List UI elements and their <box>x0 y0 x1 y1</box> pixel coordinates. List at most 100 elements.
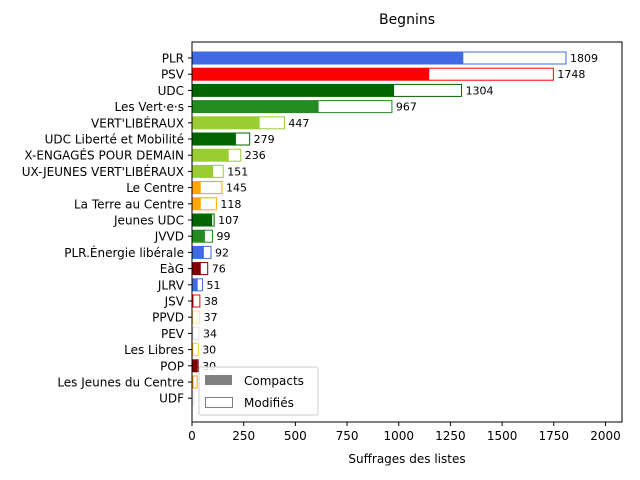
bar-modifies <box>191 391 195 405</box>
y-tick-label: POP <box>160 359 184 373</box>
bar-modifies <box>211 213 215 227</box>
bar-compacts <box>192 116 260 130</box>
bar-modifies <box>234 132 251 146</box>
bar-compacts <box>192 51 463 65</box>
y-tick-label: PLR <box>162 52 184 66</box>
bar-compacts <box>192 67 429 81</box>
y-tick-label: VERT'LIBÉRAUX <box>91 115 184 130</box>
y-tick-label: Les Vert·e·s <box>115 100 185 114</box>
x-axis-label: Suffrages des listes <box>348 452 465 466</box>
y-tick-label: X-ENGAGÉS POUR DEMAIN <box>24 148 184 163</box>
bar-compacts <box>192 164 213 178</box>
y-tick-label: PSV <box>161 68 185 82</box>
legend-swatch-modifies <box>205 397 233 408</box>
value-label: 38 <box>204 295 218 308</box>
value-label: 99 <box>216 230 230 243</box>
value-label: 1304 <box>466 84 494 97</box>
bar-modifies <box>199 262 209 276</box>
bar-modifies <box>202 245 212 259</box>
y-tick-label: Le Centre <box>126 181 184 195</box>
bar-compacts <box>192 229 205 243</box>
bar-compacts <box>192 148 229 162</box>
bar-compacts <box>192 310 194 324</box>
legend: Compacts Modifiés <box>198 366 319 416</box>
value-label: 51 <box>207 279 221 292</box>
legend-label-compacts: Compacts <box>244 374 304 388</box>
bar-modifies <box>393 83 463 97</box>
x-tick-label: 250 <box>232 429 255 443</box>
bar-compacts <box>192 100 319 114</box>
bars-group <box>191 51 567 405</box>
bar-compacts <box>192 278 198 292</box>
bar-modifies <box>462 51 567 65</box>
y-tick-label: UDF <box>159 392 184 406</box>
y-tick-label: Les Jeunes du Centre <box>57 376 184 390</box>
x-tick-label: 1750 <box>539 429 570 443</box>
bar-modifies <box>227 148 242 162</box>
value-label: 1809 <box>570 52 598 65</box>
y-tick-label: JVVD <box>154 230 184 244</box>
x-tick-label: 1250 <box>435 429 466 443</box>
value-label: 236 <box>245 149 266 162</box>
value-label: 447 <box>288 117 309 130</box>
bar-modifies <box>196 278 204 292</box>
value-label: 76 <box>212 263 226 276</box>
bar-compacts <box>192 294 194 308</box>
chart-title: Begnins <box>379 12 435 28</box>
value-label: 145 <box>226 182 247 195</box>
bar-compacts <box>192 213 212 227</box>
bar-modifies <box>196 359 199 373</box>
y-tick-label: UDC Liberté et Mobilité <box>45 133 184 147</box>
bar-compacts <box>192 343 194 357</box>
bar-compacts <box>192 245 204 259</box>
bar-modifies <box>317 100 393 114</box>
bar-modifies <box>212 164 224 178</box>
bar-compacts <box>192 132 236 146</box>
bar-compacts <box>192 375 194 389</box>
x-tick-label: 750 <box>336 429 359 443</box>
bar-compacts <box>192 197 201 211</box>
value-label: 151 <box>227 165 248 178</box>
y-tick-label: JLRV <box>157 278 185 292</box>
bar-modifies <box>192 326 200 340</box>
bar-modifies <box>428 67 554 81</box>
x-tick-label: 2000 <box>590 429 621 443</box>
value-label: 118 <box>220 198 241 211</box>
bar-compacts <box>192 326 194 340</box>
bar-compacts <box>192 359 198 373</box>
x-tick-label: 0 <box>188 429 196 443</box>
bar-modifies <box>199 197 217 211</box>
x-tick-label: 1000 <box>383 429 414 443</box>
x-tick-label: 1500 <box>487 429 518 443</box>
value-label: 967 <box>396 101 417 114</box>
bar-modifies <box>199 181 223 195</box>
value-label: 279 <box>254 133 275 146</box>
bar-modifies <box>258 116 285 130</box>
y-tick-label: EàG <box>160 262 184 276</box>
y-tick-label: UDC <box>158 84 184 98</box>
bar-modifies <box>192 294 201 308</box>
value-labels-group: 1809 1748 1304 967 447 279 236 151 145 118 107 99 92… <box>202 52 598 373</box>
bar-modifies <box>192 375 198 389</box>
bar-modifies <box>192 343 199 357</box>
plot-frame <box>191 41 623 423</box>
y-tick-label: UX-JEUNES VERT'LIBÉRAUX <box>22 164 184 179</box>
y-tick-label: PLR.Énergie libérale <box>64 245 184 260</box>
bar-modifies <box>192 310 201 324</box>
value-label: 107 <box>218 214 239 227</box>
value-label: 37 <box>204 311 218 324</box>
bar-compacts <box>192 262 201 276</box>
value-label: 92 <box>215 246 229 259</box>
y-tick-label: Les Libres <box>124 343 184 357</box>
value-label: 1748 <box>557 68 585 81</box>
legend-label-modifies: Modifiés <box>244 396 294 410</box>
y-tick-label: Jeunes UDC <box>113 214 184 228</box>
y-tick-label: La Terre au Centre <box>74 197 184 211</box>
value-label: 30 <box>202 344 216 357</box>
y-tick-label: PPVD <box>152 311 184 325</box>
y-tick-label: JSV <box>164 295 185 309</box>
value-label: 34 <box>203 327 217 340</box>
x-tick-label: 500 <box>284 429 307 443</box>
